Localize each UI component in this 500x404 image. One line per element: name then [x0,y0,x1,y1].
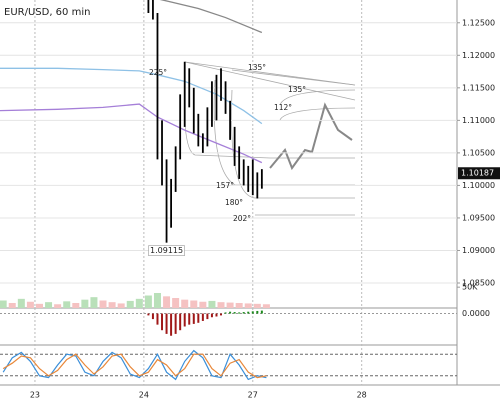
low-label-box [148,245,185,256]
volume-bar [262,304,270,308]
angle-label: 157° [216,181,234,190]
volume-bar [8,303,16,308]
volume-bar [181,299,189,308]
stoch-line [2,353,267,379]
x-tick-label: 24 [139,391,149,400]
volume-bar [17,298,25,308]
low-label: 1.09115 [150,246,183,255]
volume-bar [199,301,207,308]
y-tick-label: 1.12000 [462,51,495,60]
volume-bar [54,304,62,308]
volume-bar [244,303,252,308]
volume-bar [190,300,198,308]
y-tick-label: 1.09500 [462,213,495,222]
volume-bar [172,298,180,308]
y-tick-label: 1.11500 [462,83,495,92]
volume-bar [90,297,98,308]
volume-bar [144,295,152,308]
volume-bar [63,301,71,308]
y-tick-label: 1.12500 [462,18,495,27]
y-tick-label: 0.0000 [462,309,490,318]
y-tick-label: 1.09000 [462,246,495,255]
angle-label: 112° [274,103,292,112]
volume-bar [108,302,116,308]
volume-bar [208,300,216,308]
angle-label: 202° [233,214,251,223]
volume-bar [81,299,89,308]
chart-title: EUR/USD, 60 min [4,7,90,18]
volume-bar [26,301,34,308]
volume-bar [99,300,107,308]
y-tick-label: 1.11000 [462,116,495,125]
volume-bar [126,300,134,308]
volume-bar [45,302,53,308]
volume-bar [253,303,261,308]
volume-bar [72,303,80,308]
volume-bar [35,303,43,308]
volume-bar [163,296,171,308]
moving-average [159,0,263,34]
price-label-box [458,167,500,180]
y-tick-label: 1.10500 [462,148,495,157]
price-label: 1.10187 [461,169,494,178]
volume-bar [217,302,225,308]
x-tick-label: 27 [248,391,258,400]
angle-label: 135° [288,85,306,94]
angle-label: 135° [248,63,266,72]
y-tick-label: 1.10000 [462,181,495,190]
y-tick-label: 50K [462,283,478,292]
x-tick-label: 23 [30,391,40,400]
volume-bar [153,293,161,308]
volume-bar [117,303,125,308]
volume-bar [135,298,143,308]
angle-label: 180° [225,198,243,207]
x-tick-label: 28 [357,391,367,400]
volume-bar [0,300,7,308]
volume-bar [226,302,234,308]
volume-bar [235,303,243,308]
y-tick-label: 1.08500 [462,279,495,288]
angle-label: 225° [149,68,167,77]
